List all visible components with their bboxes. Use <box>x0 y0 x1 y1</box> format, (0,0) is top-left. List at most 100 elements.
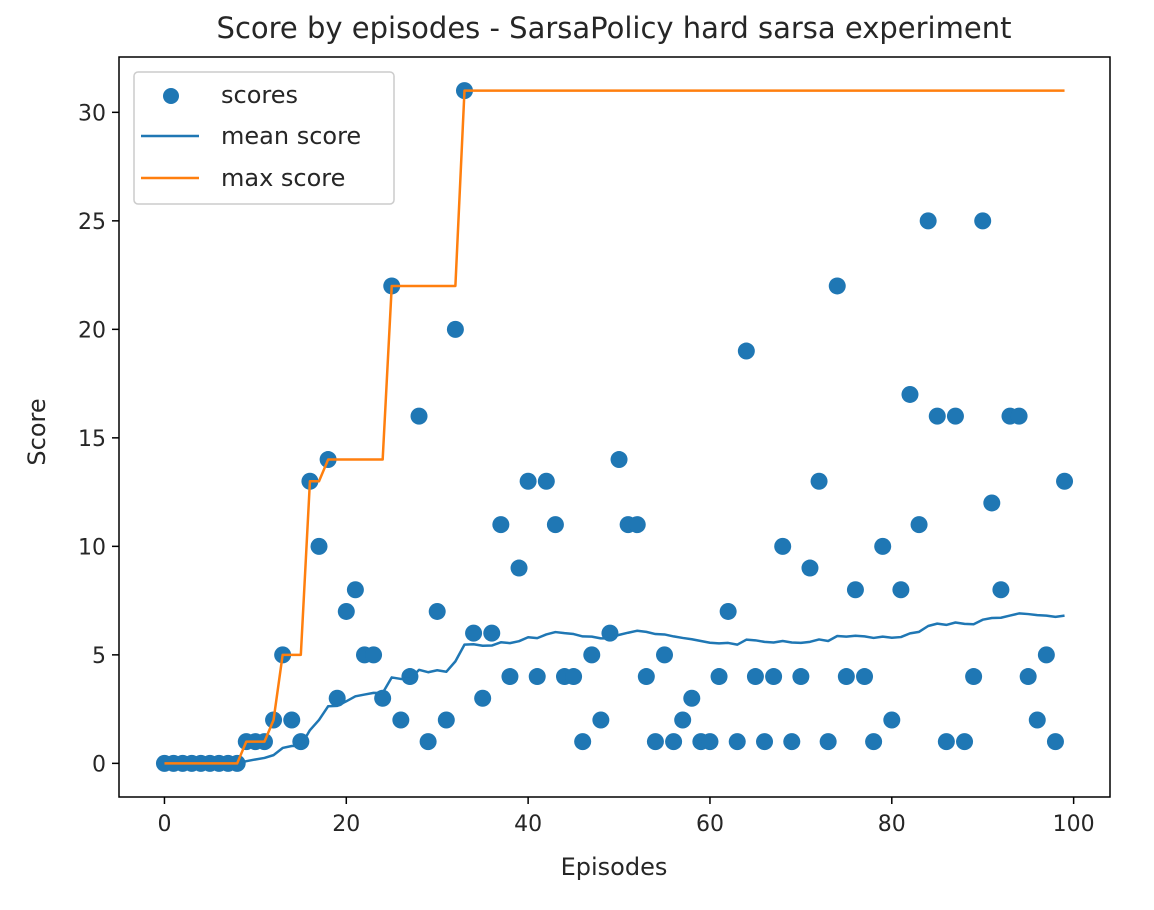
scores-point <box>683 689 701 707</box>
y-tick-label: 0 <box>92 752 106 777</box>
scores-point <box>610 451 628 469</box>
scores-point <box>1037 646 1055 664</box>
x-tick-label: 80 <box>878 812 906 837</box>
scores-point <box>1028 711 1046 729</box>
scores-point <box>856 668 874 686</box>
scores-point <box>701 733 719 751</box>
scores-point <box>310 537 328 555</box>
scores-point <box>474 689 492 707</box>
scores-point <box>1056 472 1074 490</box>
legend-mean-score-label: mean score <box>221 122 361 150</box>
scores-point <box>810 472 828 490</box>
legend-max-score-label: max score <box>221 164 345 192</box>
x-axis-ticks: 0 20 40 60 80 100 <box>157 797 1095 837</box>
x-tick-label: 40 <box>514 812 542 837</box>
scores-point <box>528 668 546 686</box>
scores-point <box>865 733 883 751</box>
scores-point <box>965 668 983 686</box>
x-tick-label: 100 <box>1053 812 1095 837</box>
scores-point <box>992 581 1010 599</box>
scores-point <box>428 602 446 620</box>
legend-scores-marker <box>163 88 179 104</box>
scores-point <box>1010 407 1028 425</box>
y-tick-label: 15 <box>78 427 106 452</box>
scores-point <box>665 733 683 751</box>
scores-point <box>519 472 537 490</box>
max-score-line <box>164 89 1065 765</box>
scores-point <box>465 624 483 642</box>
scores-point <box>574 733 592 751</box>
y-tick-label: 20 <box>78 318 106 343</box>
scores-point <box>937 733 955 751</box>
y-tick-label: 10 <box>78 535 106 560</box>
scores-point <box>801 559 819 577</box>
scores-point <box>410 407 428 425</box>
scores-point <box>565 668 583 686</box>
y-tick-label: 30 <box>78 101 106 126</box>
scores-point <box>746 668 764 686</box>
scores-point <box>674 711 692 729</box>
plot-frame <box>118 56 1111 798</box>
scores-point <box>583 646 601 664</box>
scores-point <box>983 494 1001 512</box>
scores-point <box>974 212 992 230</box>
scores-point <box>737 342 755 360</box>
legend: scores mean score max score <box>133 71 395 205</box>
scores-point <box>492 516 510 534</box>
scores-point <box>346 581 364 599</box>
scores-point <box>837 668 855 686</box>
scores-point <box>956 733 974 751</box>
y-axis-label: Score <box>23 398 51 465</box>
scores-point <box>656 646 674 664</box>
scores-point <box>756 733 774 751</box>
scores-point <box>546 516 564 534</box>
scores-point <box>392 711 410 729</box>
scores-point <box>819 733 837 751</box>
scores-point <box>365 646 383 664</box>
scores-point <box>710 668 728 686</box>
scores-point <box>874 537 892 555</box>
scores-point <box>919 212 937 230</box>
x-tick-label: 60 <box>696 812 724 837</box>
scores-point <box>437 711 455 729</box>
scores-point <box>501 668 519 686</box>
scores-point <box>510 559 528 577</box>
scores-point <box>628 516 646 534</box>
scores-point <box>337 602 355 620</box>
mean-score-line <box>164 612 1065 765</box>
scores-point <box>828 277 846 295</box>
scores-point <box>401 668 419 686</box>
scores-point <box>765 668 783 686</box>
x-tick-label: 20 <box>332 812 360 837</box>
scores-point <box>910 516 928 534</box>
scores-point <box>1019 668 1037 686</box>
scores-point <box>946 407 964 425</box>
scores-point <box>783 733 801 751</box>
scores-point <box>446 320 464 338</box>
y-tick-label: 25 <box>78 210 106 235</box>
x-tick-label: 0 <box>157 812 171 837</box>
scores-point <box>483 624 501 642</box>
scores-point <box>901 385 919 403</box>
scores-point <box>637 668 655 686</box>
scores-point <box>928 407 946 425</box>
legend-scores-label: scores <box>221 81 298 109</box>
scores-point <box>419 733 437 751</box>
scores-point <box>592 711 610 729</box>
scores-point <box>1046 733 1064 751</box>
scores-point <box>846 581 864 599</box>
legend-box <box>133 71 395 205</box>
scores-point <box>537 472 555 490</box>
scores-point <box>774 537 792 555</box>
scores-point <box>792 668 810 686</box>
scores-point <box>283 711 301 729</box>
scores-point <box>892 581 910 599</box>
scores-point <box>728 733 746 751</box>
scores-point <box>646 733 664 751</box>
scores-point <box>883 711 901 729</box>
y-axis-ticks: 0 5 10 15 20 25 30 <box>78 101 119 777</box>
y-tick-label: 5 <box>92 644 106 669</box>
chart-title: Score by episodes - SarsaPolicy hard sar… <box>217 11 1012 45</box>
x-axis-label: Episodes <box>561 853 668 881</box>
